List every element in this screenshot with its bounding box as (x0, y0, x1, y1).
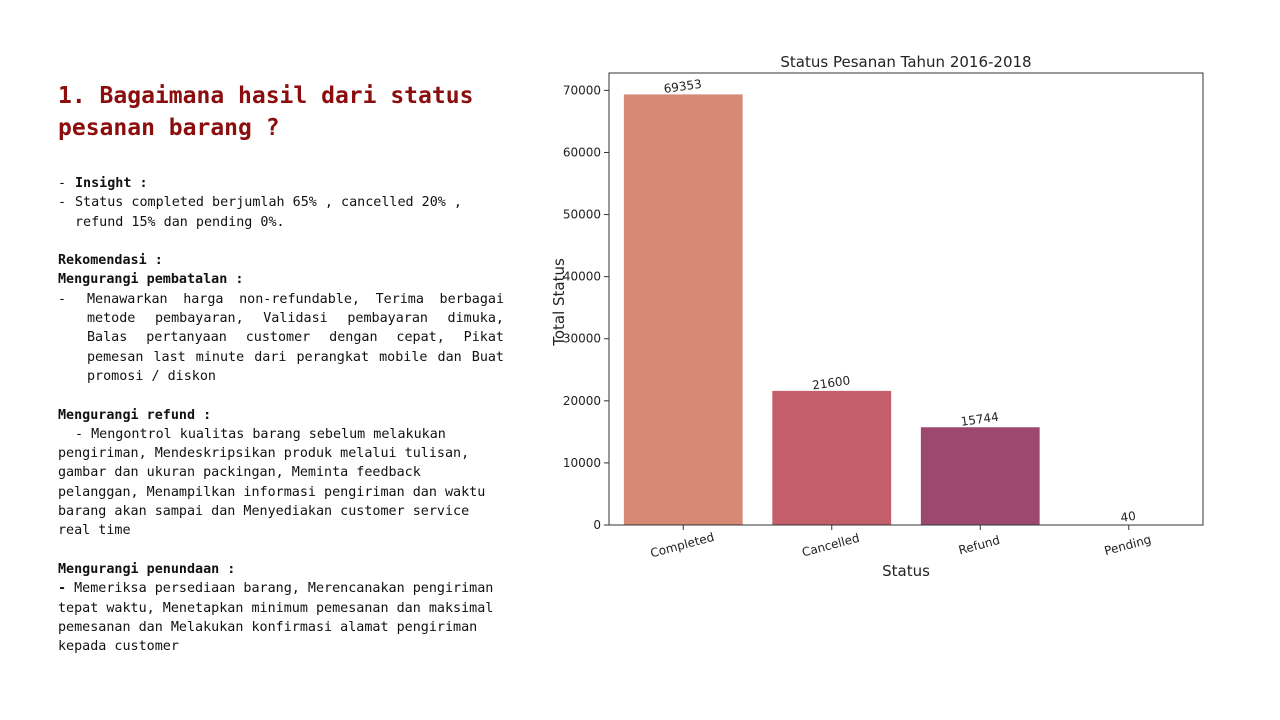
x-tick-label-pending: Pending (1103, 532, 1153, 558)
bar-refund (920, 427, 1040, 525)
data-label-refund: 15744 (960, 410, 1000, 429)
section-heading-pembatalan: Mengurangi pembatalan : (58, 272, 244, 288)
data-label-pending: 40 (1120, 509, 1137, 525)
section-item-penundaan: - Memeriksa persediaan barang, Merencana… (58, 581, 494, 655)
section-heading-refund: Mengurangi refund : (58, 407, 212, 423)
data-label-completed: 69353 (663, 77, 703, 96)
section-text-pembatalan: Menawarkan harga non-refundable, Terima … (87, 291, 504, 384)
plot-frame (608, 72, 1204, 526)
data-label-cancelled: 21600 (811, 373, 851, 392)
insight-label: Insight : (75, 176, 148, 191)
bar-completed (623, 94, 743, 525)
chart-title: Status Pesanan Tahun 2016-2018 (780, 53, 1031, 71)
x-tick-label-completed: Completed (649, 530, 716, 560)
x-tick-label-refund: Refund (957, 533, 1001, 557)
y-tick-label: 10000 (563, 456, 601, 470)
insight-label-line: - Insight : (58, 174, 504, 193)
section-heading-penundaan: Mengurangi penundaan : (58, 561, 236, 577)
y-axis-label: Total Status (550, 258, 568, 347)
section-text-refund: Mengontrol kualitas barang sebelum melak… (58, 426, 486, 539)
section-item-pembatalan: - Menawarkan harga non-refundable, Terim… (58, 290, 504, 386)
y-tick-label: 60000 (563, 145, 601, 159)
rekomendasi-label: Rekomendasi : (58, 253, 163, 269)
section-item-refund: - Mengontrol kualitas barang sebelum mel… (58, 426, 486, 539)
status-bar-chart: Status Pesanan Tahun 2016-2018 69353 Comp… (550, 53, 1204, 580)
plot-area: 69353 Completed 21600 Cancelled 15744 Refund 4… (563, 72, 1204, 560)
y-tick-label: 20000 (563, 394, 601, 408)
y-tick-label: 70000 (563, 83, 601, 97)
y-tick-label: 50000 (563, 208, 601, 222)
x-tick-label-cancelled: Cancelled (800, 531, 861, 560)
y-tick-label: 40000 (563, 270, 601, 284)
slide-title: 1. Bagaimana hasil dari status pesanan b… (58, 83, 474, 141)
y-tick-label: 0 (593, 518, 601, 532)
section-text-penundaan: Memeriksa persediaan barang, Merencanaka… (58, 581, 494, 655)
bar-cancelled (772, 390, 892, 525)
y-tick-label: 30000 (563, 332, 601, 346)
insight-line: - Status completed berjumlah 65% , cance… (58, 193, 504, 232)
x-axis-label: Status (882, 562, 930, 580)
insight-text: Status completed berjumlah 65% , cancell… (75, 195, 462, 230)
slide-body: - Insight : - Status completed berjumlah… (58, 174, 504, 656)
